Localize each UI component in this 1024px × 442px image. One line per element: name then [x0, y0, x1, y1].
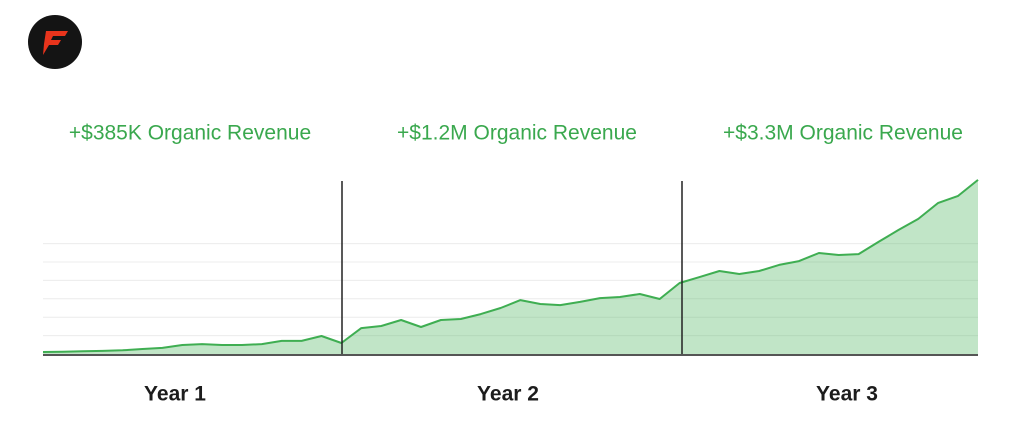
plot: [42, 179, 979, 354]
period-label: Year 1: [144, 383, 206, 406]
period-label: Year 2: [477, 383, 539, 406]
annotation: +$1.2M Organic Revenue: [397, 122, 637, 145]
grid: [43, 243, 978, 337]
area-fill: [43, 179, 978, 354]
annotation: +$385K Organic Revenue: [69, 122, 311, 145]
period-label: Year 3: [816, 383, 878, 406]
logo-glyph: [43, 31, 68, 55]
logo: [28, 15, 82, 69]
area-line: [42, 179, 979, 353]
annotation: +$3.3M Organic Revenue: [723, 122, 963, 145]
